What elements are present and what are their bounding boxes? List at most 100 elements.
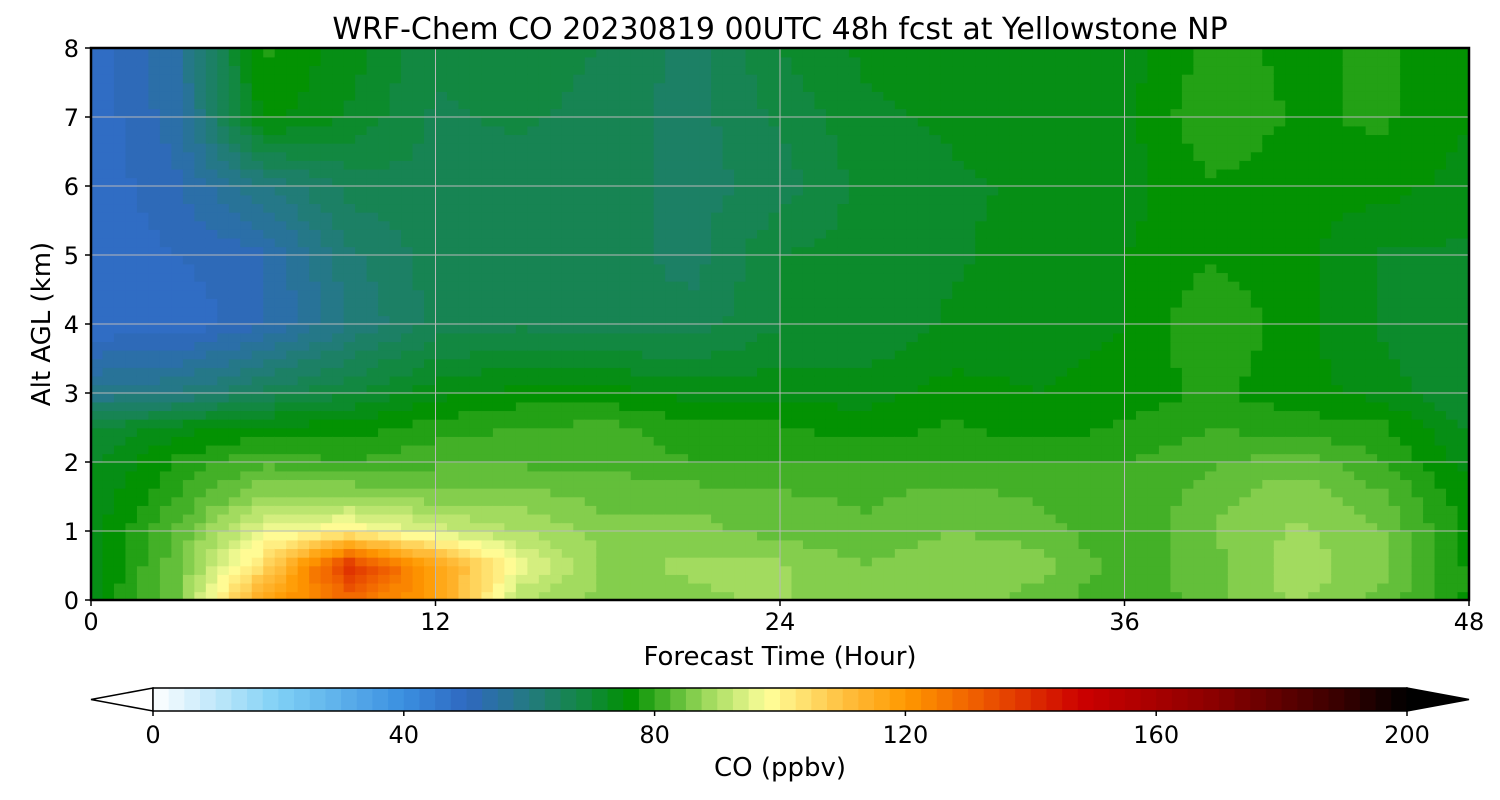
contour-cell <box>757 263 770 274</box>
contour-cell <box>940 134 954 144</box>
contour-cell <box>412 263 425 274</box>
contour-cell <box>584 349 598 360</box>
contour-cell <box>205 444 219 455</box>
contour-cell <box>332 349 345 360</box>
contour-cell <box>228 125 242 136</box>
contour-cell <box>297 65 310 75</box>
contour-cell <box>263 194 276 205</box>
contour-cell <box>182 556 196 567</box>
contour-cell <box>734 427 747 437</box>
contour-cell <box>734 358 747 368</box>
contour-cell <box>446 358 460 368</box>
contour-cell <box>125 177 138 187</box>
contour-cell <box>481 229 494 239</box>
contour-cell <box>538 263 552 274</box>
contour-cell <box>814 134 827 144</box>
contour-cell <box>837 306 850 317</box>
contour-cell <box>653 479 666 489</box>
contour-cell <box>745 160 758 170</box>
contour-cell <box>424 487 437 498</box>
contour-cell <box>871 160 885 170</box>
contour-cell <box>263 479 276 489</box>
contour-cell <box>963 73 977 84</box>
contour-cell <box>825 272 839 282</box>
contour-cell <box>458 272 471 282</box>
contour-cell <box>240 582 253 593</box>
contour-cell <box>389 298 402 308</box>
contour-cell <box>401 99 414 110</box>
contour-cell <box>894 505 908 515</box>
contour-cell <box>780 237 793 248</box>
contour-cell <box>584 272 598 282</box>
contour-cell <box>963 91 977 101</box>
contour-cell <box>952 332 965 343</box>
contour-cell <box>837 496 850 506</box>
contour-cell <box>642 108 655 118</box>
contour-cell <box>343 401 356 412</box>
contour-cell <box>274 513 288 524</box>
contour-cell <box>642 462 655 472</box>
contour-cell <box>102 186 115 196</box>
contour-cell <box>940 82 954 92</box>
contour-cell <box>963 246 977 256</box>
contour-cell <box>458 375 471 386</box>
contour-cell <box>148 565 161 575</box>
contour-cell <box>894 280 908 291</box>
contour-cell <box>894 65 908 75</box>
contour-cell <box>837 531 850 541</box>
contour-cell <box>274 453 288 463</box>
contour-cell <box>550 151 563 161</box>
contour-cell <box>125 272 138 282</box>
contour-cell <box>378 289 391 299</box>
contour-cell <box>722 393 735 403</box>
contour-cell <box>676 393 689 403</box>
contour-cell <box>366 427 379 437</box>
contour-cell <box>228 401 242 412</box>
contour-cell <box>286 263 299 274</box>
contour-cell <box>469 556 483 567</box>
contour-cell <box>642 65 655 75</box>
contour-cell <box>607 531 621 541</box>
contour-cell <box>366 48 379 58</box>
contour-cell <box>113 134 127 144</box>
contour-cell <box>538 99 552 110</box>
contour-cell <box>883 470 896 481</box>
contour-cell <box>952 229 965 239</box>
contour-cell <box>91 203 104 213</box>
contour-cell <box>102 462 115 472</box>
contour-cell <box>860 349 873 360</box>
contour-cell <box>917 384 931 394</box>
contour-cell <box>125 375 138 386</box>
contour-cell <box>515 505 529 515</box>
contour-cell <box>848 349 862 360</box>
contour-cell <box>320 134 333 144</box>
contour-cell <box>251 324 265 334</box>
contour-cell <box>424 539 437 550</box>
contour-cell <box>607 91 621 101</box>
contour-cell <box>332 470 345 481</box>
contour-cell <box>940 341 954 351</box>
contour-cell <box>883 56 896 67</box>
contour-cell <box>745 556 758 567</box>
contour-cell <box>228 203 242 213</box>
contour-cell <box>745 272 758 282</box>
contour-cell <box>527 65 540 75</box>
contour-cell <box>469 306 483 317</box>
contour-cell <box>240 444 253 455</box>
contour-cell <box>550 229 563 239</box>
contour-cell <box>596 462 609 472</box>
contour-cell <box>837 582 850 593</box>
contour-cell <box>504 384 517 394</box>
contour-cell <box>699 349 712 360</box>
contour-cell <box>217 315 230 325</box>
contour-cell <box>504 522 517 532</box>
contour-cell <box>458 341 471 351</box>
contour-cell <box>871 108 885 118</box>
contour-cell <box>527 548 540 558</box>
contour-cell <box>251 272 265 282</box>
contour-cell <box>745 151 758 161</box>
contour-cell <box>791 177 804 187</box>
contour-cell <box>504 186 517 196</box>
contour-cell <box>332 168 345 179</box>
contour-cell <box>125 401 138 412</box>
